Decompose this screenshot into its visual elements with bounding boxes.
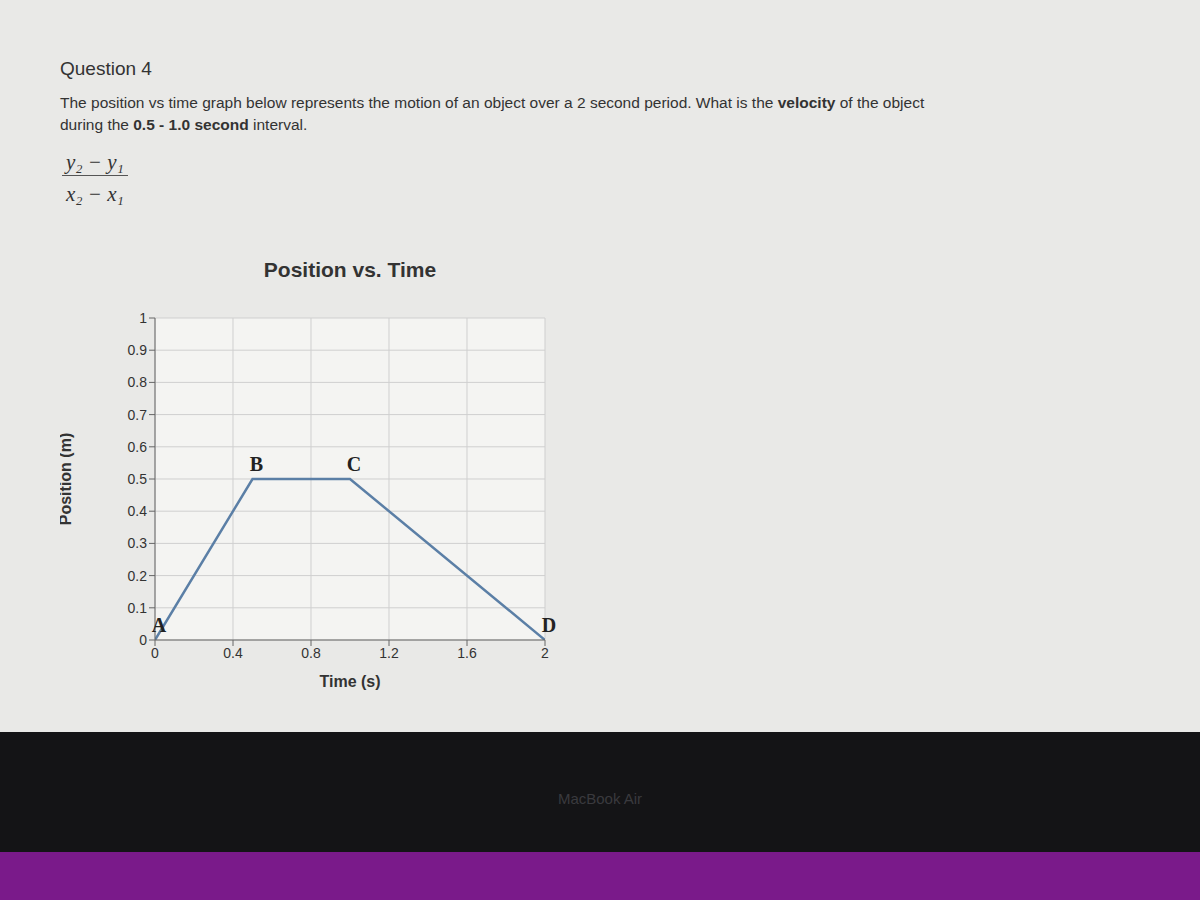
svg-text:0.8: 0.8 [301, 645, 321, 661]
svg-text:D: D [542, 614, 556, 636]
svg-text:0.2: 0.2 [128, 568, 148, 584]
html-text:The position vs time graph bel: The position vs time graph below represe… [60, 94, 925, 133]
svg-text:0.4: 0.4 [223, 645, 243, 661]
html-text:x₂ − x₁: x₂ − x₁ [66, 182, 124, 206]
svg-text:1.2: 1.2 [379, 645, 399, 661]
svg-text:0.9: 0.9 [128, 342, 148, 358]
svg-text:0.4: 0.4 [128, 503, 148, 519]
svg-text:0: 0 [139, 632, 147, 648]
svg-text:Position (m): Position (m) [60, 433, 74, 525]
svg-text:B: B [250, 453, 263, 475]
html-text:y₂ − y₁: y₂ − y₁ [66, 150, 124, 174]
html-text:Question 4: Question 4 [60, 58, 152, 79]
svg-text:0.6: 0.6 [128, 439, 148, 455]
svg-text:1: 1 [139, 310, 147, 326]
svg-text:0: 0 [151, 645, 159, 661]
svg-text:0.8: 0.8 [128, 374, 148, 390]
svg-text:0.5: 0.5 [128, 471, 148, 487]
html-text:Position vs. Time: Position vs. Time [263, 258, 437, 281]
svg-text:2: 2 [541, 645, 549, 661]
svg-text:0.3: 0.3 [128, 535, 148, 551]
svg-text:Time (s): Time (s) [319, 673, 380, 690]
svg-text:A: A [152, 614, 167, 636]
svg-text:C: C [347, 453, 361, 475]
svg-text:0.7: 0.7 [128, 407, 148, 423]
svg-text:1.6: 1.6 [457, 645, 477, 661]
svg-text:0.1: 0.1 [128, 600, 148, 616]
html-text:MacBook Air: MacBook Air [557, 790, 643, 807]
